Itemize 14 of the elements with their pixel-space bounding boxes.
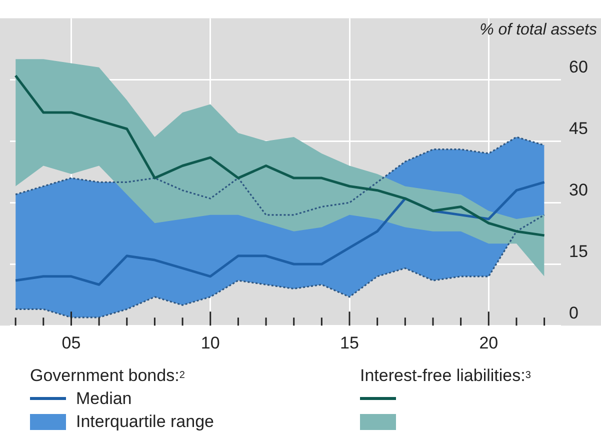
x-tick-label: 05 xyxy=(62,333,81,352)
y-tick-label: 30 xyxy=(569,180,588,200)
y-tick-label: 60 xyxy=(569,57,588,76)
text: Interest-free liabilities:$^{3}$ xyxy=(360,365,531,387)
x-tick-label: 20 xyxy=(479,333,498,352)
y-tick-label: 45 xyxy=(569,118,588,138)
legend-label: Interquartile range xyxy=(76,411,214,433)
x-tick-label: 15 xyxy=(340,333,359,352)
x-tick-label: 10 xyxy=(200,333,220,352)
y-tick-label: 15 xyxy=(569,242,588,261)
legend-label: Median xyxy=(76,388,132,410)
text: Government bonds:$^{2}$ xyxy=(30,365,186,387)
y-tick-label: 0 xyxy=(569,303,578,322)
y-axis-title: % of total assets xyxy=(480,22,597,39)
